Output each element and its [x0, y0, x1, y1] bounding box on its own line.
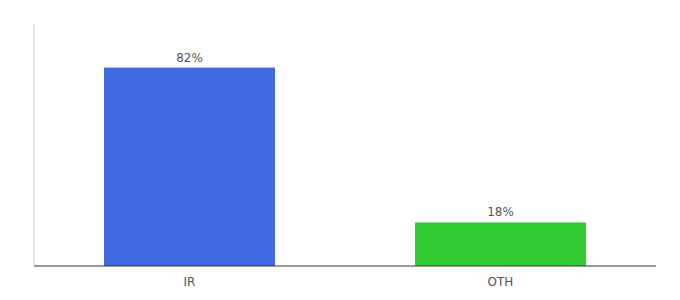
x-axis-line: [34, 265, 656, 266]
x-tick-label: IR: [184, 275, 196, 289]
data-label: 82%: [176, 51, 203, 65]
chart-svg: IR OTH 82% 18%: [0, 0, 680, 300]
bars: [104, 68, 586, 266]
bar: [415, 222, 586, 266]
chart-container: IR OTH 82% 18%: [0, 0, 680, 300]
data-label: 18%: [487, 205, 514, 219]
y-axis-line: [34, 24, 35, 266]
x-tick-label: OTH: [488, 275, 514, 289]
bar: [104, 68, 275, 266]
